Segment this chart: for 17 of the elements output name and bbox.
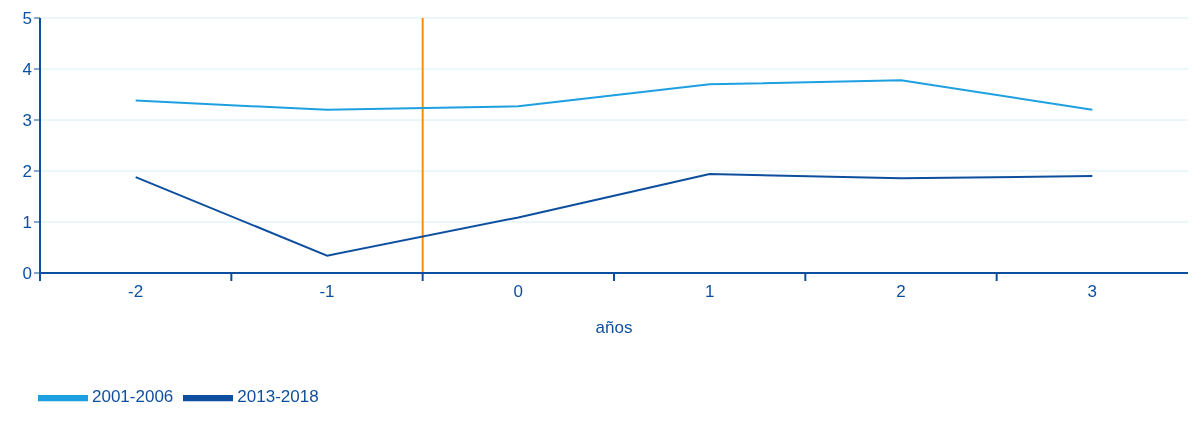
y-tick-label: 3 (22, 111, 32, 131)
y-tick-label: 0 (22, 264, 32, 284)
y-tick-label: 5 (22, 9, 32, 29)
x-tick-label: 2 (896, 282, 906, 301)
x-axis-title: años (595, 318, 633, 338)
x-tick-label: -2 (128, 282, 144, 301)
y-tick-label: 2 (22, 162, 32, 182)
legend-label: 2001-2006 (92, 387, 174, 407)
legend-label: 2013-2018 (237, 387, 319, 407)
y-tick-label: 4 (22, 60, 32, 80)
line-series (134, 79, 1094, 111)
x-tick-label: 0 (513, 282, 524, 301)
x-tick-label: 3 (1087, 282, 1098, 301)
line-series (134, 173, 1094, 257)
x-tick-label: -1 (319, 282, 335, 301)
x-tick-label: 1 (704, 282, 715, 301)
y-tick-label: 1 (22, 213, 32, 233)
